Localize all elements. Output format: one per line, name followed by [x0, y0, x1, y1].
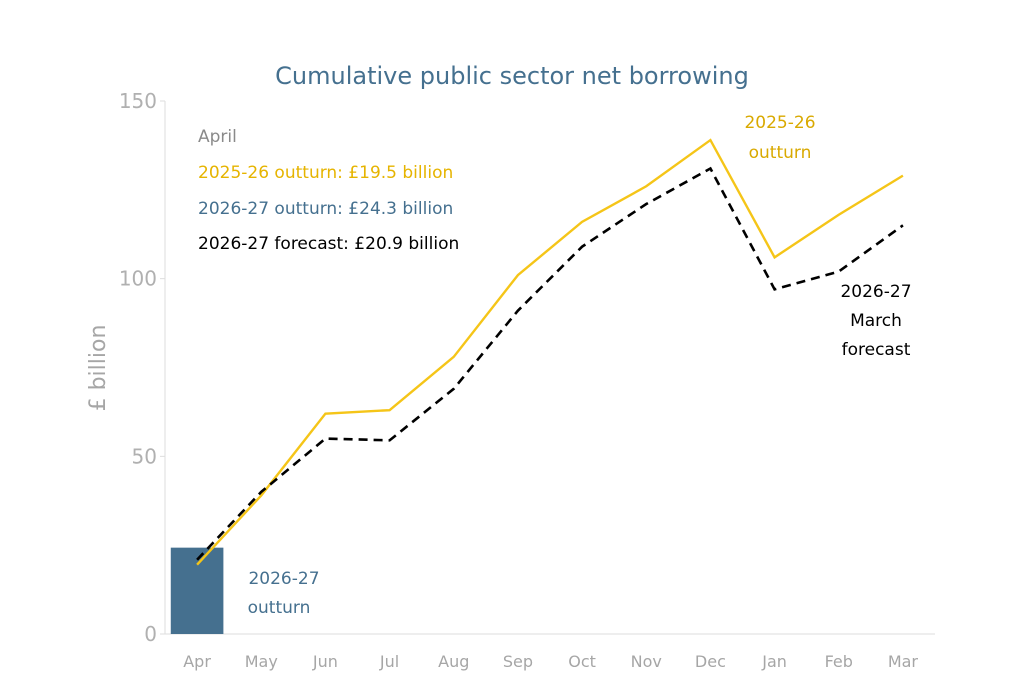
legend-note-2026-27-outturn: 2026-27 outturn: £24.3 billion: [198, 199, 453, 219]
x-axis: Apr May Jun Jul Aug Sep Oct Nov Dec Jan Feb Mar: [165, 633, 935, 671]
y-tick-label: 100: [119, 267, 157, 291]
x-tick-label: Oct: [568, 652, 596, 671]
legend-notes: April 2025-26 outturn: £19.5 billion 202…: [198, 127, 459, 254]
bar-series: [170, 547, 224, 634]
annotation-2026-27-march: March: [850, 311, 902, 331]
annotation-2025-26-label: 2025-26: [744, 113, 815, 133]
bar-2026-27-outturn: [170, 547, 224, 634]
legend-note-2025-26-outturn: 2025-26 outturn: £19.5 billion: [198, 163, 453, 183]
x-tick-label: Sep: [503, 652, 533, 671]
annotation-2025-26-outturn: outturn: [749, 143, 812, 163]
line-series: [196, 138, 904, 566]
annotation-2026-27-label: 2026-27: [840, 282, 911, 302]
line-2025-26-outturn: [196, 138, 904, 566]
y-tick-label: 0: [144, 622, 157, 646]
x-tick-label: Aug: [438, 652, 469, 671]
x-tick-label: Jun: [312, 652, 338, 671]
x-tick-label: Nov: [631, 652, 662, 671]
chart-title: Cumulative public sector net borrowing: [275, 62, 749, 90]
x-tick-label: Dec: [695, 652, 726, 671]
annotation-bar-outturn: outturn: [248, 598, 311, 618]
annotations: 2025-26 outturn 2026-27 March forecast 2…: [248, 113, 912, 618]
x-tick-label: Jul: [379, 652, 399, 671]
y-axis-label: £ billion: [86, 325, 111, 412]
x-tick-label: May: [245, 652, 278, 671]
y-tick-label: 50: [132, 444, 157, 468]
legend-note-2026-27-forecast: 2026-27 forecast: £20.9 billion: [198, 234, 459, 254]
x-tick-label: Mar: [888, 652, 919, 671]
line-2026-27-march-forecast: [196, 166, 904, 561]
y-axis: 0 50 100 150: [119, 89, 166, 646]
y-tick-label: 150: [119, 89, 157, 113]
x-tick-label: Jan: [761, 652, 787, 671]
x-tick-label: Apr: [183, 652, 211, 671]
legend-heading: April: [198, 127, 237, 147]
x-tick-label: Feb: [825, 652, 853, 671]
annotation-2026-27-forecast: forecast: [842, 340, 911, 360]
annotation-bar-label: 2026-27: [248, 569, 319, 589]
